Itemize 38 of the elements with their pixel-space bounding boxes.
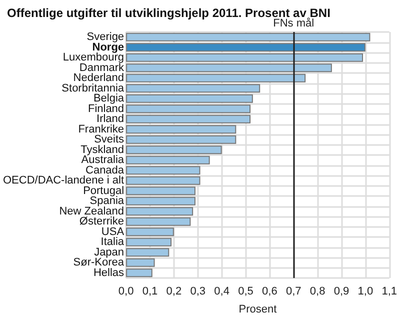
y-tick-label: Østerrike (79, 216, 124, 228)
y-tick-label: Irland (96, 113, 124, 126)
y-tick-label: Japan (94, 246, 124, 258)
x-tick-label: 0,7 (286, 286, 302, 298)
x-tick-label: 0,6 (262, 286, 278, 298)
y-tick-label: Nederland (73, 72, 124, 84)
x-tick-label: 1,1 (382, 286, 398, 298)
y-tick-label: Sverige (86, 31, 124, 44)
y-tick-label: Italia (100, 236, 125, 248)
y-tick-label: Danmark (79, 62, 125, 74)
y-tick-label: Australia (81, 154, 125, 166)
y-tick-label: Storbritannia (62, 82, 125, 94)
x-tick-label: 0,5 (238, 286, 254, 298)
y-tick-label: Hellas (93, 266, 125, 279)
x-tick-label: 0,2 (166, 286, 182, 298)
ref-line-label: FNs mål (273, 18, 314, 30)
y-tick-label: Tyskland (80, 144, 124, 156)
x-tick-label: 0,8 (310, 286, 326, 298)
x-tick-label: 0,9 (334, 286, 350, 298)
y-tick-label: Belgia (93, 92, 125, 105)
y-tick-label: Canada (86, 164, 125, 176)
y-tick-label: Spania (90, 195, 125, 208)
y-tick-label: Norge (92, 41, 124, 54)
x-tick-label: 0,0 (118, 286, 134, 298)
y-tick-label: Portugal (83, 184, 124, 197)
y-tick-label: OECD/DAC-landene i alt (2, 174, 124, 187)
y-tick-label: Finland (88, 102, 124, 115)
x-axis-title: Prosent (238, 304, 277, 316)
y-tick-label: USA (101, 226, 125, 238)
x-tick-label: 0,1 (142, 286, 158, 298)
y-tick-label: Sør-Korea (73, 256, 125, 269)
x-tick-label: 0,3 (190, 286, 206, 298)
y-tick-label: Frankrike (78, 123, 124, 136)
x-tick-label: 1,0 (358, 286, 374, 298)
y-tick-label: Luxembourg (62, 52, 124, 64)
y-tick-label: Sveits (94, 134, 125, 146)
x-tick-label: 0,4 (214, 286, 230, 298)
y-tick-label: New Zealand (59, 205, 124, 218)
